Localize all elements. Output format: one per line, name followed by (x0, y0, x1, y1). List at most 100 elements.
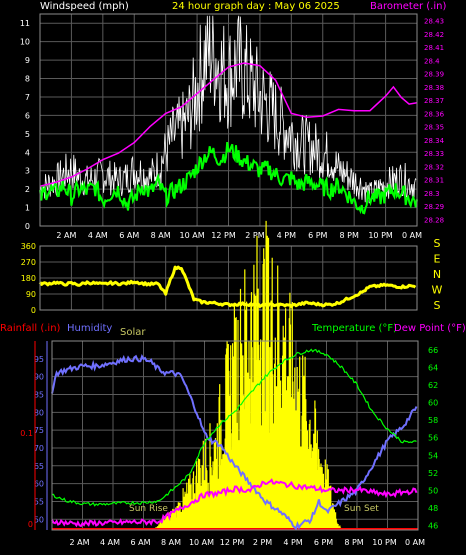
weather-time-tick-label: 10 PM (372, 538, 397, 547)
wind-panel-grid (40, 14, 418, 227)
windspeed-tick-label: 5 (25, 130, 30, 139)
sun-rise-label: Sun Rise (129, 504, 168, 514)
windspeed-tick-label: 9 (25, 56, 30, 65)
wind-time-tick-label: 4 AM (88, 231, 108, 240)
humidity-tick-label: 70 (34, 444, 44, 453)
solar-axis-label: Solar (120, 327, 146, 338)
compass-label: S (434, 237, 441, 250)
direction-tick-label: 0 (31, 306, 36, 315)
windspeed-series-line (39, 15, 417, 204)
temperature-tick-label: 56 (428, 434, 438, 443)
compass-label: N (433, 268, 441, 281)
humidity-tick-label: 80 (34, 408, 44, 417)
barometer-tick-label: 28.29 (424, 203, 444, 211)
windspeed-tick-label: 11 (20, 19, 30, 28)
wind-time-tick-label: 2 PM (245, 231, 264, 240)
weather-time-tick-label: 2 AM (69, 538, 89, 547)
compass-label: E (434, 253, 441, 266)
humidity-tick-label: 75 (34, 426, 44, 435)
temperature-series-line (51, 348, 417, 507)
weather-time-tick-label: 8 AM (161, 538, 181, 547)
temperature-tick-label: 58 (428, 416, 438, 425)
wind-panel-frame (39, 13, 418, 227)
wind-direction-series-line (38, 265, 417, 308)
wind-time-tick-label: 6 AM (119, 231, 139, 240)
temperature-tick-label: 64 (428, 363, 438, 372)
wind-time-tick-label: 2 AM (56, 231, 76, 240)
barometer-tick-label: 28.35 (424, 124, 444, 132)
wind-time-tick-label: 0 AM (402, 231, 422, 240)
barometer-tick-label: 28.38 (424, 84, 444, 92)
barometer-tick-label: 28.28 (424, 216, 444, 224)
barometer-series-line (39, 62, 418, 187)
temperature-tick-label: 48 (428, 504, 438, 513)
weather-time-tick-label: 12 PM (220, 538, 245, 547)
weather-time-tick-label: 10 AM (189, 538, 214, 547)
humidity-series-line (51, 354, 418, 531)
barometer-tick-label: 28.42 (424, 31, 444, 39)
temperature-tick-label: 66 (428, 346, 438, 355)
windspeed-tick-labels: 0 1 2 3 4 5 6 7 8 9 10 11 (20, 19, 30, 231)
rain-tick-label: 0.1 (20, 429, 33, 438)
dewpoint-axis-label: Dew Point (°F) (394, 323, 466, 334)
barometer-tick-label: 28.4 (424, 57, 440, 65)
weather-time-tick-label: 6 AM (130, 538, 150, 547)
temperature-axis-label: Temperature (°F) (311, 323, 397, 334)
direction-tick-label: 90 (26, 290, 36, 299)
barometer-axis-label: Barometer (.in) (370, 1, 446, 12)
direction-tick-label: 270 (21, 258, 36, 267)
compass-label: W (432, 284, 443, 297)
humidity-tick-label: 95 (34, 355, 44, 364)
direction-tick-label: 180 (21, 274, 36, 283)
humidity-tick-label: 60 (34, 480, 44, 489)
wind-time-tick-label: 12 PM (211, 231, 236, 240)
windspeed-tick-label: 7 (25, 93, 30, 102)
wind-time-tick-labels: 2 AM 4 AM 6 AM 8 AM 10 AM 12 PM 2 PM 4 PM 6 PM 8 … (56, 231, 422, 240)
rain-tick-labels: 00.1 (20, 429, 33, 529)
temperature-tick-label: 50 (428, 486, 438, 495)
barometer-tick-label: 28.31 (424, 177, 444, 185)
barometer-tick-label: 28.3 (424, 190, 440, 198)
wind-time-tick-label: 10 AM (180, 231, 205, 240)
temperature-tick-label: 60 (428, 399, 438, 408)
direction-tick-label: 360 (21, 242, 36, 251)
rainfall-axis-label: Rainfall (.in) (0, 323, 61, 334)
windspeed-tick-label: 10 (20, 38, 30, 47)
humidity-tick-labels: 50 55 60 65 70 75 80 85 90 95 (34, 355, 44, 524)
wind-time-tick-label: 6 PM (308, 231, 327, 240)
windspeed-tick-label: 4 (25, 148, 30, 157)
barometer-tick-label: 28.39 (424, 71, 444, 79)
windspeed-tick-label: 2 (25, 185, 30, 194)
barometer-tick-label: 28.37 (424, 97, 444, 105)
temperature-tick-label: 52 (428, 469, 438, 478)
humidity-tick-label: 65 (34, 462, 44, 471)
temperature-tick-label: 46 (428, 522, 438, 531)
humidity-axis-label: Humidity (67, 323, 112, 334)
temperature-tick-label: 62 (428, 381, 438, 390)
temperature-tick-label: 54 (428, 451, 438, 460)
weather-time-tick-labels: 2 AM 4 AM 6 AM 8 AM 10 AM 12 PM 2 PM 4 PM 6 PM 8 … (69, 538, 425, 547)
sun-set-label: Sun Set (344, 504, 379, 514)
humidity-tick-label: 55 (34, 497, 44, 506)
direction-panel-frame (39, 245, 418, 311)
direction-panel-series (38, 265, 417, 308)
chart-title: 24 hour graph day : May 06 2025 (172, 1, 340, 12)
barometer-tick-label: 28.41 (424, 44, 444, 52)
weather-time-tick-label: 0 AM (405, 538, 425, 547)
wind-time-tick-label: 4 PM (277, 231, 296, 240)
weather-time-tick-label: 6 PM (314, 538, 333, 547)
windspeed-axis-label: Windspeed (mph) (40, 1, 129, 12)
humidity-tick-label: 85 (34, 390, 44, 399)
barometer-tick-label: 28.34 (424, 137, 445, 145)
weather-panel-series (51, 220, 418, 531)
weather-time-tick-label: 4 PM (283, 538, 302, 547)
barometer-tick-labels: 28.28 28.29 28.3 28.31 28.32 28.33 28.34 28.35 2… (424, 18, 445, 225)
wind-panel-series (39, 15, 418, 215)
humidity-tick-label: 90 (34, 373, 44, 382)
windspeed-tick-label: 1 (25, 204, 30, 213)
